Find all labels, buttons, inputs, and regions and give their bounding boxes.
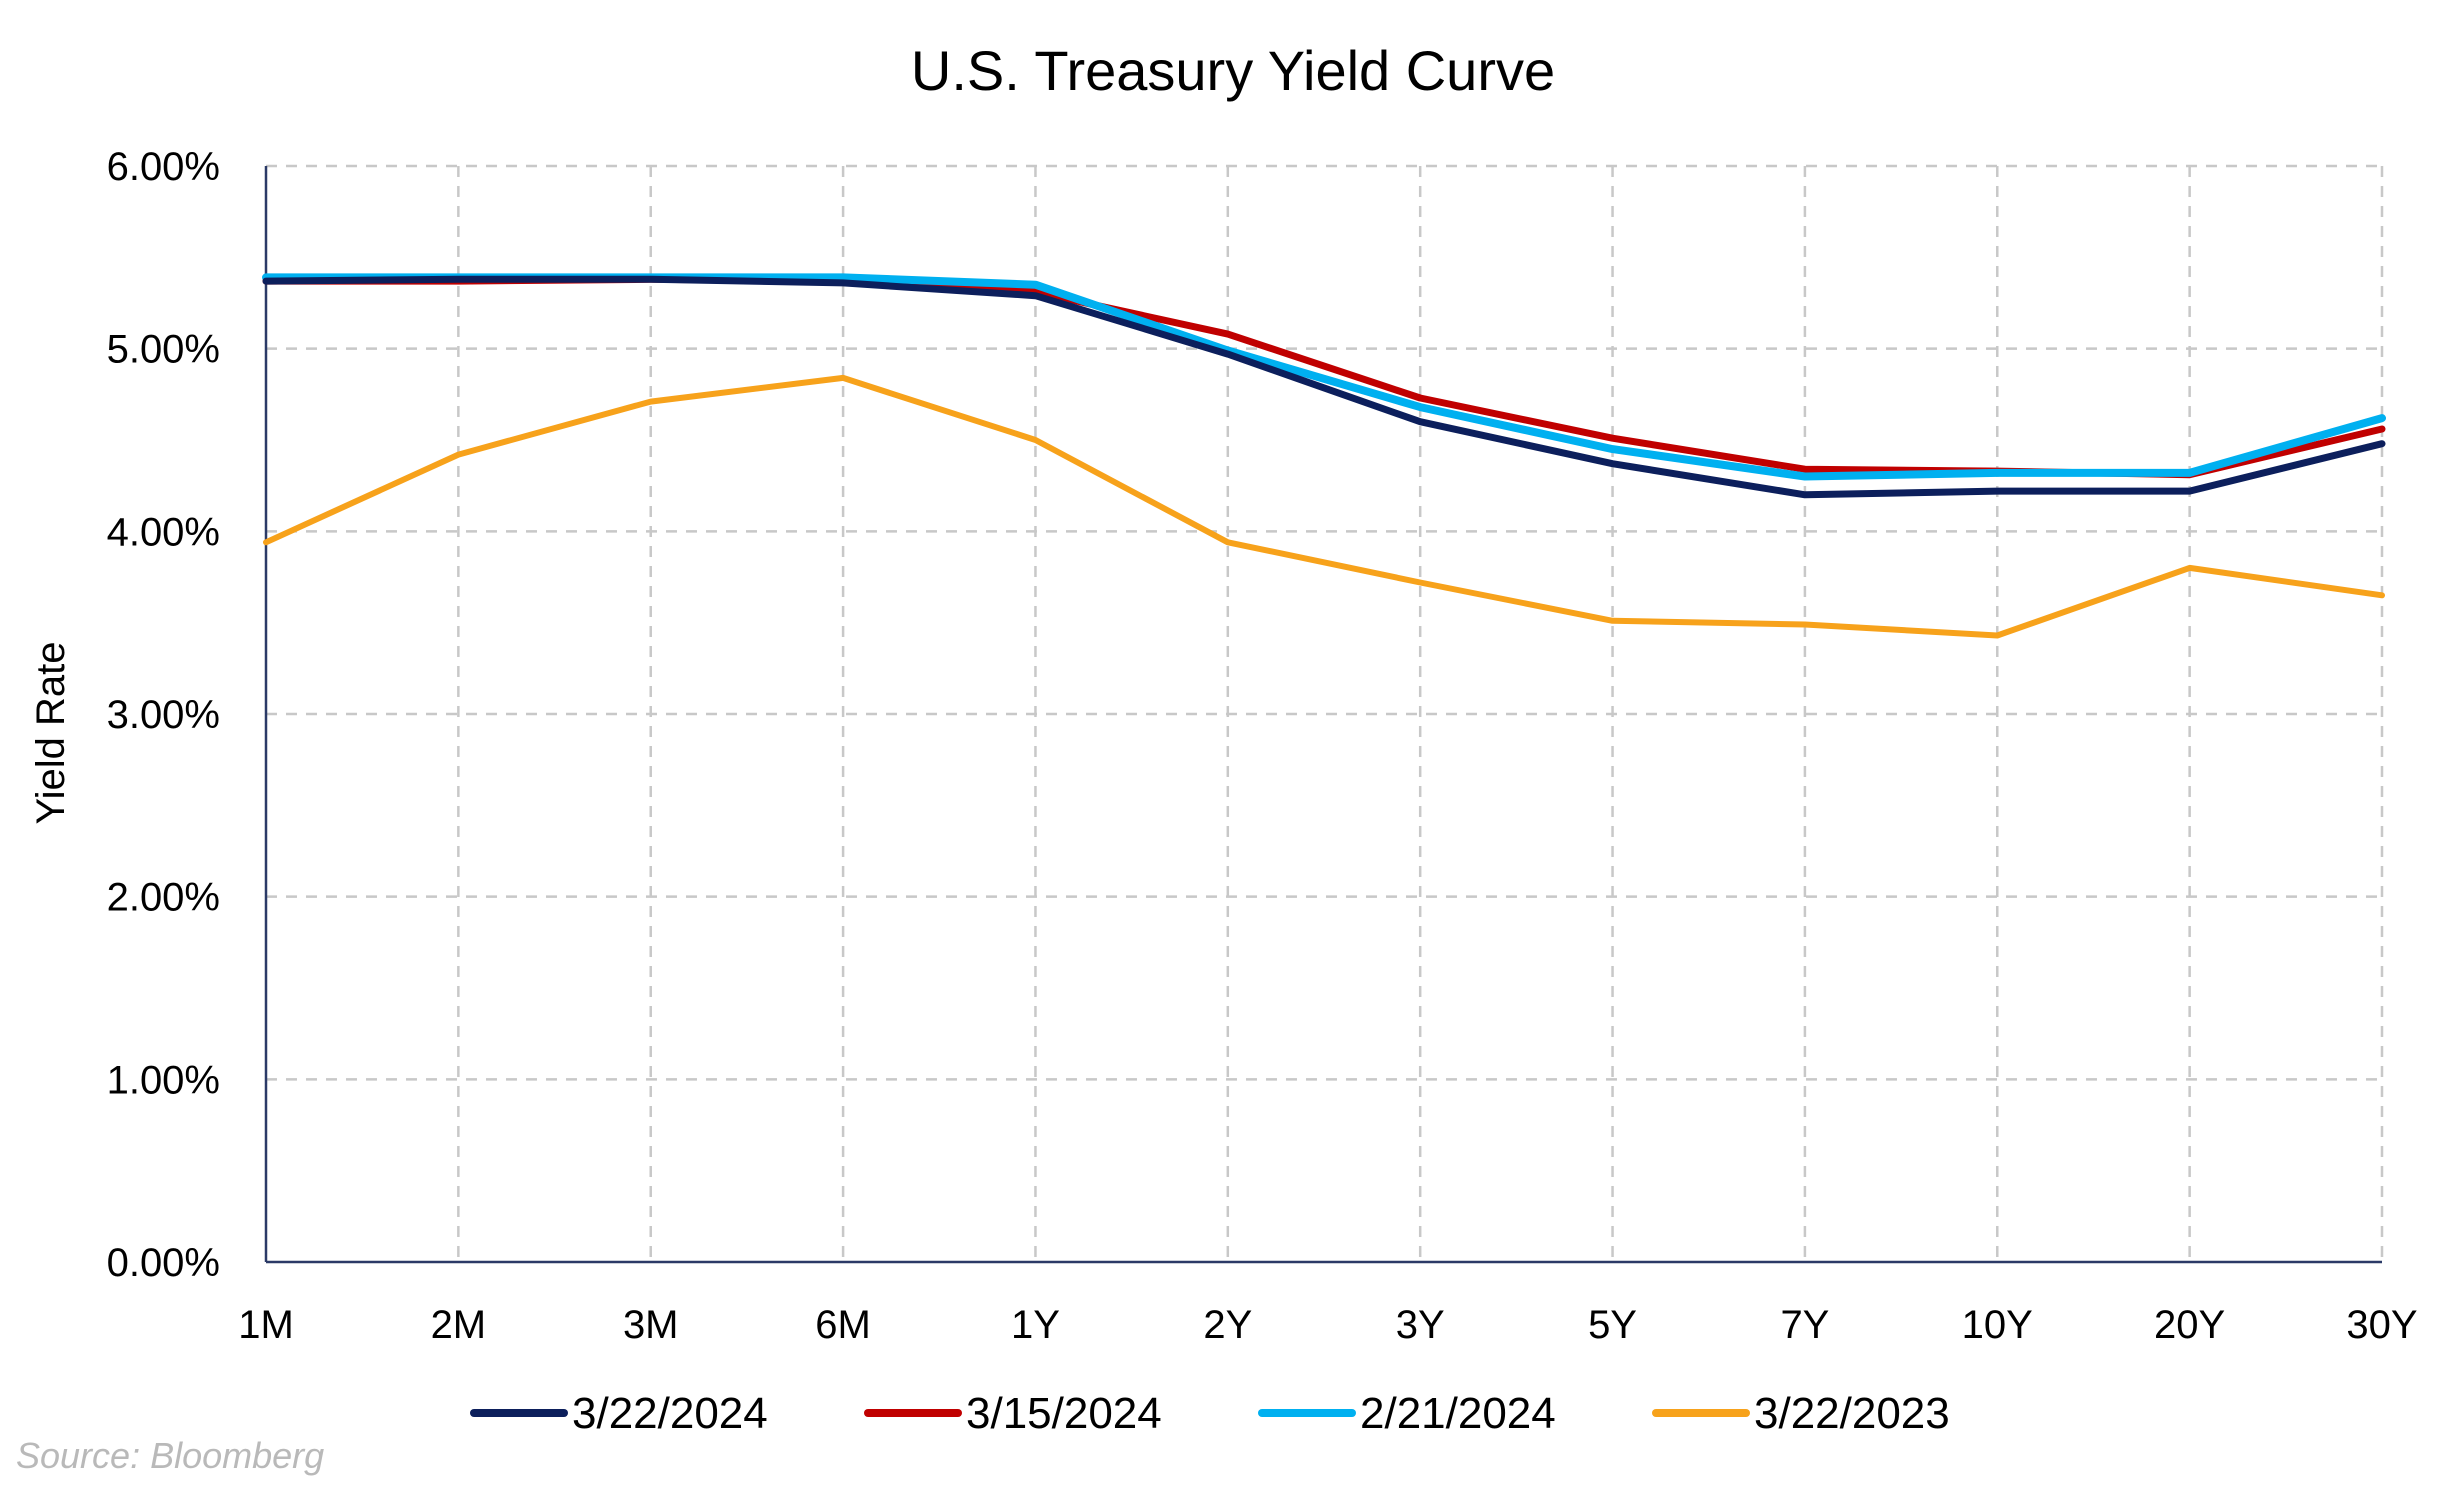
x-tick-label: 20Y	[2154, 1303, 2225, 1347]
y-tick-label: 6.00%	[107, 145, 220, 189]
x-tick-label: 1M	[238, 1303, 294, 1347]
x-axis-ticks: 1M 2M 3M 6M 1Y 2Y 3Y 5Y 7Y 10Y 20Y 30Y	[238, 1303, 2417, 1347]
y-axis-ticks: 0.00% 1.00% 2.00% 3.00% 4.00% 5.00% 6.00%	[107, 145, 220, 1285]
series-line-3-22-2024	[262, 275, 2386, 499]
x-tick-label: 3Y	[1396, 1303, 1445, 1347]
series-line-2-21-2024	[262, 273, 2386, 481]
x-tick-label: 6M	[815, 1303, 871, 1347]
y-tick-label: 0.00%	[107, 1241, 220, 1285]
legend-label: 3/15/2024	[966, 1389, 1162, 1438]
y-tick-label: 4.00%	[107, 510, 220, 554]
source-note: Source: Bloomberg	[16, 1435, 324, 1476]
axes	[264, 166, 2382, 1264]
chart-title: U.S. Treasury Yield Curve	[911, 39, 1555, 102]
legend-label: 3/22/2023	[1754, 1389, 1950, 1438]
x-tick-label: 30Y	[2346, 1303, 2417, 1347]
y-tick-label: 3.00%	[107, 693, 220, 737]
x-tick-label: 2M	[431, 1303, 487, 1347]
y-tick-label: 2.00%	[107, 876, 220, 920]
legend-label: 2/21/2024	[1360, 1389, 1556, 1438]
x-tick-label: 3M	[623, 1303, 679, 1347]
y-tick-label: 5.00%	[107, 328, 220, 372]
x-tick-label: 10Y	[1962, 1303, 2033, 1347]
x-tick-label: 7Y	[1780, 1303, 1829, 1347]
y-axis-label: Yield Rate	[29, 641, 73, 824]
x-tick-label: 1Y	[1011, 1303, 1060, 1347]
legend-label: 3/22/2024	[572, 1389, 768, 1438]
series-line-3-22-2023	[263, 374, 2385, 639]
x-tick-label: 5Y	[1588, 1303, 1637, 1347]
series-lines	[262, 273, 2386, 639]
y-tick-label: 1.00%	[107, 1058, 220, 1102]
legend: 3/22/2024 3/15/2024 2/21/2024 3/22/2023	[470, 1389, 1950, 1438]
grid-lines	[266, 164, 2384, 1262]
x-tick-label: 2Y	[1203, 1303, 1252, 1347]
